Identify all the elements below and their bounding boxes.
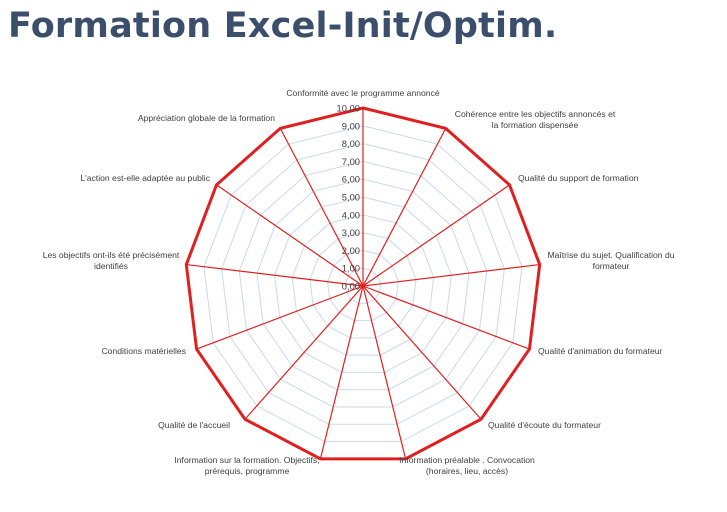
grid-ring (274, 196, 452, 373)
category-label: Conditions matérielles (101, 346, 186, 356)
grid-ring (344, 267, 382, 304)
category-label: Maîtrise du sujet. Qualification du forma… (547, 250, 674, 271)
category-label: Les objectifs ont-ils été précisément ide… (43, 250, 180, 271)
axis-spoke (362, 184, 510, 287)
grid-ring (256, 178, 470, 391)
axis-spoke (362, 128, 447, 287)
tick-label: 3,00 (342, 227, 360, 238)
category-label: Cohérence entre les objectifs annoncés e… (455, 109, 616, 130)
tick-label: 4,00 (342, 209, 360, 220)
axis-spoke (244, 285, 364, 420)
axis-spoke (362, 285, 407, 459)
page-title: Formation Excel-Init/Optim. (8, 6, 558, 46)
grid-ring (309, 232, 417, 339)
axis-spoke (279, 128, 364, 287)
category-label: Information sur la formation. Objectifs,… (174, 455, 319, 476)
category-label: Appréciation globale de la formation (138, 113, 275, 123)
grid-ring (291, 214, 435, 356)
category-label: Qualité d'écoute du formateur (488, 420, 601, 430)
category-label: Qualité du support de formation (518, 173, 639, 183)
tick-label: 0,00 (342, 281, 360, 292)
axis-spoke (186, 263, 364, 287)
tick-label: 6,00 (342, 174, 360, 185)
category-label: Information préalable . Convocation (hora… (399, 455, 535, 476)
tick-label: 7,00 (342, 156, 360, 167)
category-label: Qualité d'animation du formateur (538, 346, 663, 356)
tick-label: 1,00 (342, 263, 360, 274)
category-label: Conformité avec le programme annoncé (286, 88, 440, 98)
tick-label: 5,00 (342, 192, 360, 203)
grid-ring (221, 143, 505, 425)
grid-ring (327, 249, 399, 322)
grid-ring (238, 160, 488, 408)
axis-spoke (216, 184, 364, 287)
axis-spoke (362, 285, 482, 420)
category-label: L'action est-elle adaptée au public (80, 173, 210, 183)
series-line (184, 106, 542, 461)
tick-label: 2,00 (342, 245, 360, 256)
grid-ring (203, 125, 523, 443)
axis-spoke (362, 263, 540, 287)
category-label: Qualité de l'accueil (158, 420, 230, 430)
axis-spoke (196, 285, 364, 350)
tick-label: 8,00 (342, 138, 360, 149)
tick-label: 10,00 (337, 103, 360, 114)
axis-spoke (362, 285, 530, 350)
axis-spoke (319, 285, 364, 459)
tick-label: 9,00 (342, 120, 360, 131)
